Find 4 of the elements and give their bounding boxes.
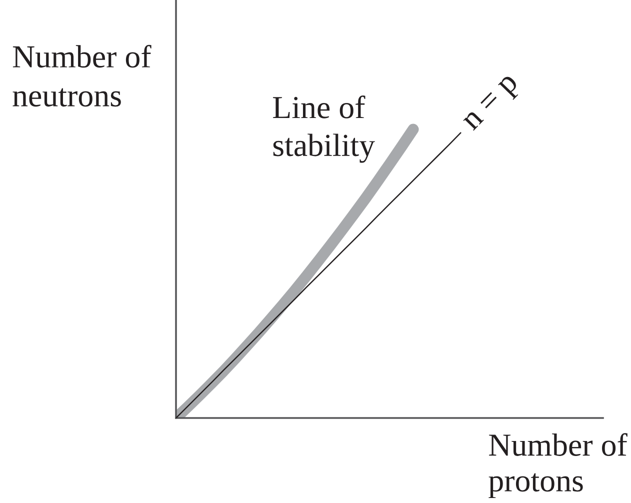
y-axis-title: Number of neutrons bbox=[12, 44, 152, 107]
x-axis-title: Number of protons bbox=[488, 433, 628, 498]
text: n = p bbox=[462, 74, 524, 136]
series-label: Line of stability bbox=[273, 96, 375, 163]
